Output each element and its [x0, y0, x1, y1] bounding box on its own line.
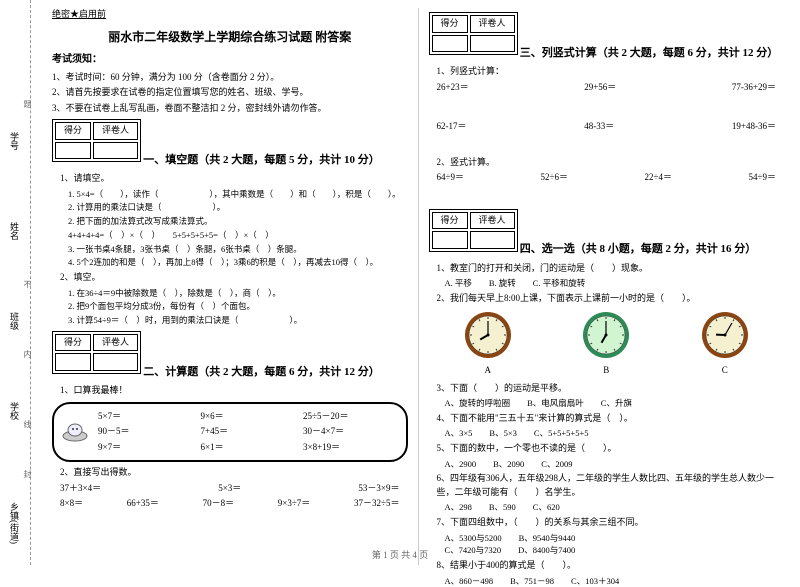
- vert-calc: 52÷6＝: [541, 171, 568, 185]
- secret-label: 绝密★启用前: [52, 8, 408, 22]
- page-footer: 第 1 页 共 4 页: [0, 548, 800, 561]
- calc2-item: 9×3÷7＝: [278, 497, 311, 511]
- vert-calc: 62-17＝: [437, 120, 467, 134]
- binding-mark-not: 不: [22, 280, 33, 288]
- s4-q4: 4、下面不能用"三五十五"来计算的算式是（ ）。: [437, 412, 785, 426]
- calc-item: 3×8+19＝: [303, 441, 396, 455]
- binding-mark-answer: 题: [22, 100, 33, 108]
- clock-label-b: B: [581, 364, 631, 378]
- vert-calc: 26+23＝: [437, 81, 469, 95]
- s3-q1: 1、列竖式计算：: [437, 65, 785, 79]
- s4-q3-opts: A、旋转的呼啦圈 B、电风扇扇叶 C、升旗: [445, 397, 785, 410]
- calc2-item: 8×8＝: [60, 497, 83, 511]
- calc2-item: 66+35＝: [127, 497, 159, 511]
- binding-field-id: 学号: [8, 130, 21, 152]
- binding-mark-line: 线: [22, 420, 33, 428]
- s4-q5: 5、下面的数中，一个零也不读的是（ ）。: [437, 442, 785, 456]
- s1-q2-i1: 1. 在36÷4＝9中被除数是（ ），除数是（ ），商（ ）。: [68, 287, 408, 300]
- calc-item: 25÷5－20＝: [303, 410, 396, 424]
- calc2-item: 37＋3×4＝: [60, 482, 101, 496]
- clocks-row: A B C: [429, 310, 785, 378]
- clock-c-icon: [700, 310, 750, 360]
- calc2-item: 70－8＝: [203, 497, 235, 511]
- vert-calc: 19+48-36＝: [732, 120, 776, 134]
- calc-item: 5×7＝: [98, 410, 191, 424]
- notice-2: 2、请首先按要求在试卷的指定位置填写您的姓名、班级、学号。: [52, 86, 408, 100]
- calc-item: 90－5＝: [98, 425, 191, 439]
- s1-q1-i3: 2. 把下面的加法算式改写成乘法算式。: [68, 215, 408, 228]
- binding-margin: 乡镇(街道) 学校 班级 姓名 学号 封 线 内 不 题: [0, 0, 42, 565]
- calc-item: 9×6＝: [201, 410, 294, 424]
- exam-title: 丽水市二年级数学上学期综合练习试题 附答案: [52, 28, 408, 46]
- binding-field-township: 乡镇(街道): [8, 500, 21, 546]
- calc-item: 9×7＝: [98, 441, 191, 455]
- score-label: 得分: [55, 122, 91, 140]
- left-column: 绝密★启用前 丽水市二年级数学上学期综合练习试题 附答案 考试须知： 1、考试时…: [46, 8, 414, 565]
- s4-q8: 8、结果小于400的算式是（ ）。: [437, 559, 785, 573]
- vert-calc: 54÷9＝: [749, 171, 776, 185]
- notice-3: 3、不要在试卷上乱写乱画，卷面不整洁扣 2 分，密封线外请勿作答。: [52, 102, 408, 116]
- s1-q1: 1、请填空。: [60, 172, 408, 186]
- s1-q2-i3: 3. 计算54÷9＝（ ）时，用到的乘法口诀是（ ）。: [68, 314, 408, 327]
- grader-label: 评卷人: [93, 122, 138, 140]
- binding-field-school: 学校: [8, 400, 21, 422]
- s1-q2-i2: 2. 把9个面包平均分成3份，每份有（ ）个面包。: [68, 300, 408, 313]
- section-4-title: 四、选一选（共 8 小题，每题 2 分，共计 16 分）: [520, 241, 757, 258]
- s1-q1-i4: 4+4+4+4=（ ）×（ ） 5+5+5+5+5=（ ）×（ ）: [68, 229, 408, 242]
- s1-q2: 2、填空。: [60, 271, 408, 285]
- s4-q3: 3、下面（ ）的运动是平移。: [437, 382, 785, 396]
- clock-label-a: A: [463, 364, 513, 378]
- section-3-title: 三、列竖式计算（共 2 大题，每题 6 分，共计 12 分）: [520, 45, 779, 62]
- score-box-2: 得分评卷人: [52, 331, 141, 374]
- s4-q2: 2、我们每天早上8:00上课，下面表示上课前一小时的是（ ）。: [437, 292, 785, 306]
- s4-q6-opts: A、298 B、590 C、620: [445, 501, 785, 514]
- s2-q1: 1、口算我最棒！: [60, 384, 408, 398]
- calc2-item: 37－32÷5＝: [354, 497, 399, 511]
- section-1-title: 一、填空题（共 2 大题，每题 5 分，共计 10 分）: [143, 152, 380, 169]
- clock-a-icon: [463, 310, 513, 360]
- vert-calc: 22÷4＝: [645, 171, 672, 185]
- section-2-title: 二、计算题（共 2 大题，每题 6 分，共计 12 分）: [143, 364, 380, 381]
- calc2-item: 5×3＝: [218, 482, 241, 496]
- s1-q1-i1: 1. 5×4=（ ），读作（ ），其中乘数是（ ）和（ ），积是（ ）。: [68, 188, 408, 201]
- right-column: 得分评卷人 三、列竖式计算（共 2 大题，每题 6 分，共计 12 分） 1、列…: [423, 8, 791, 565]
- s4-q8-opts: A、860－498 B、751－98 C、103＋304: [445, 575, 785, 587]
- vert-calc: 64÷9＝: [437, 171, 464, 185]
- score-box-3: 得分评卷人: [429, 12, 518, 55]
- calc-item: 7+45＝: [201, 425, 294, 439]
- clock-b-icon: [581, 310, 631, 360]
- s1-q1-i5: 3. 一张书桌4条腿，3张书桌（ ）条腿，6张书桌（ ）条腿。: [68, 243, 408, 256]
- binding-mark-seal: 封: [22, 470, 33, 478]
- s1-q1-i2: 2. 计算用的乘法口诀是（ ）。: [68, 201, 408, 214]
- s4-q7: 7、下面四组数中，（ ）的关系与其余三组不同。: [437, 516, 785, 530]
- s2-q2: 2、直接写出得数。: [60, 466, 408, 480]
- vert-calc: 77-36+29＝: [732, 81, 776, 95]
- clock-label-c: C: [700, 364, 750, 378]
- calc-item: 30－4×7＝: [303, 425, 396, 439]
- s1-q1-i6: 4. 5个2连加的和是（ ），再加上8得（ ）；3乘6的积是（ ），再减去10得…: [68, 256, 408, 269]
- binding-mark-inside: 内: [22, 350, 33, 358]
- notice-heading: 考试须知：: [52, 52, 408, 67]
- s4-q4-opts: A、3×5 B、5×3 C、5+5+5+5+5: [445, 427, 785, 440]
- s4-q5-opts: A、2900 B、2090 C、2009: [445, 458, 785, 471]
- calc2-item: 53－3×9＝: [358, 482, 399, 496]
- ufo-icon: [60, 420, 90, 444]
- binding-field-name: 姓名: [8, 220, 21, 242]
- calc-item: 6×1＝: [201, 441, 294, 455]
- s4-q1-opts: A. 平移 B. 旋转 C. 平移和旋转: [445, 277, 785, 290]
- s4-q1: 1、教室门的打开和关闭，门的运动是（ ）现象。: [437, 262, 785, 276]
- score-box-1: 得分评卷人: [52, 119, 141, 162]
- s4-q6: 6、四年级有306人，五年级298人，二年级的学生人数比四、五年级的学生总人数少…: [437, 472, 785, 499]
- vert-calc: 48-33＝: [584, 120, 614, 134]
- s3-q2: 2、竖式计算。: [437, 156, 785, 170]
- binding-field-class: 班级: [8, 310, 21, 332]
- vert-calc: 29+56＝: [584, 81, 616, 95]
- notice-1: 1、考试时间：60 分钟，满分为 100 分（含卷面分 2 分）。: [52, 71, 408, 85]
- calc-bubble: 5×7＝ 9×6＝ 25÷5－20＝ 90－5＝ 7+45＝ 30－4×7＝ 9…: [52, 402, 408, 463]
- score-box-4: 得分评卷人: [429, 209, 518, 252]
- column-divider: [418, 8, 419, 565]
